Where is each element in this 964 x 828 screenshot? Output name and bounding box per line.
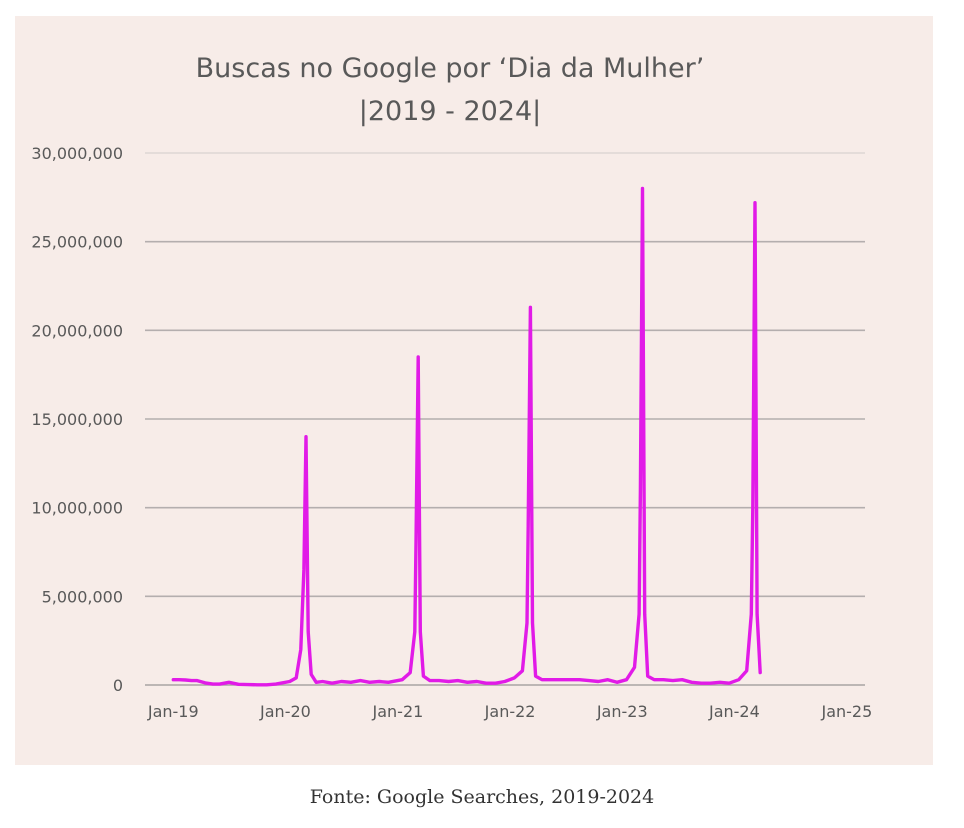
y-tick-label: 10,000,000 [31, 499, 123, 518]
y-tick-label: 30,000,000 [31, 144, 123, 163]
x-tick-label: Jan-24 [708, 702, 760, 721]
chart-title-line-1: Buscas no Google por ‘Dia da Mulher’ [196, 53, 705, 84]
series-layer [171, 186, 762, 687]
gridlines [145, 152, 865, 686]
x-tick-label: Jan-20 [259, 702, 311, 721]
y-tick-label: 0 [113, 676, 123, 695]
y-tick-label: 25,000,000 [31, 233, 123, 252]
y-tick-label: 15,000,000 [31, 410, 123, 429]
x-tick-label: Jan-19 [147, 702, 199, 721]
line-chart: Buscas no Google por ‘Dia da Mulher’ |20… [31, 53, 872, 721]
chart-title-line-2: |2019 - 2024| [359, 96, 542, 127]
x-tick-label: Jan-22 [484, 702, 536, 721]
y-tick-label: 20,000,000 [31, 321, 123, 340]
x-tick-label: Jan-25 [820, 702, 872, 721]
series-line-0 [171, 186, 762, 687]
x-tick-label: Jan-21 [372, 702, 424, 721]
source-caption: Fonte: Google Searches, 2019-2024 [309, 786, 655, 808]
y-axis-tick-labels: 0 5,000,000 10,000,000 15,000,000 20,000,000… [31, 144, 123, 695]
y-tick-label: 5,000,000 [42, 587, 123, 606]
x-axis-tick-labels: Jan-19 Jan-20 Jan-21 Jan-22 Jan-23 Jan-24 Jan-… [147, 702, 872, 721]
chart-panel: Buscas no Google por ‘Dia da Mulher’ |20… [15, 16, 933, 765]
x-tick-label: Jan-23 [596, 702, 648, 721]
